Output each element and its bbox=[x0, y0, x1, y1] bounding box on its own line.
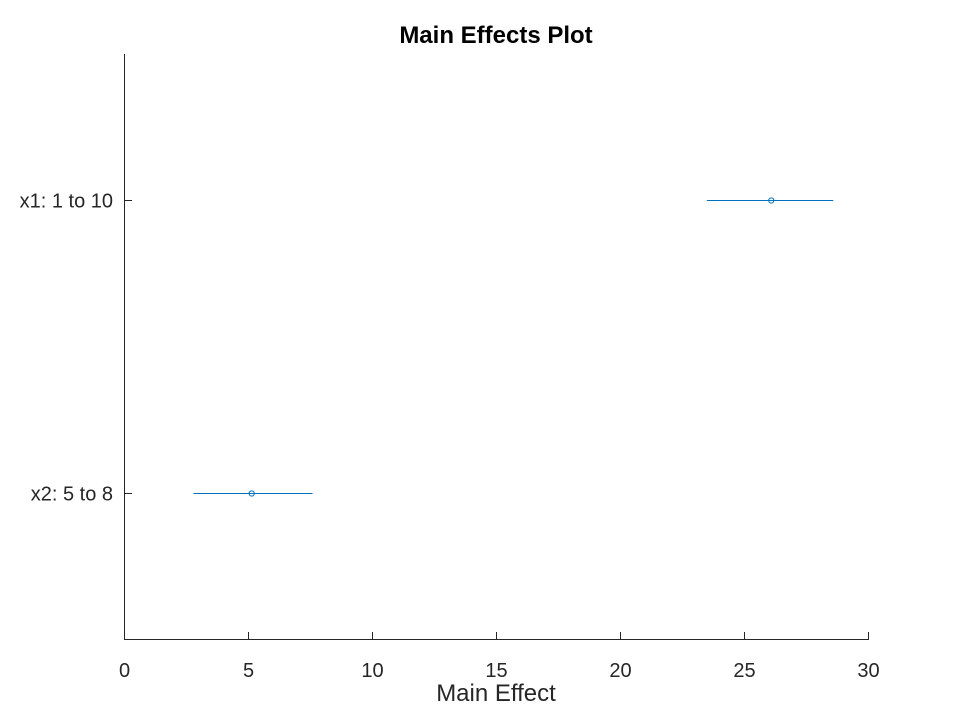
x-tick-label: 20 bbox=[609, 660, 631, 682]
x-axis-label: Main Effect bbox=[436, 680, 556, 707]
y-tick-label: x2: 5 to 8 bbox=[31, 484, 113, 506]
x-tick-label: 25 bbox=[733, 660, 755, 682]
x-axis-ticks: 0 5 10 15 20 25 30 bbox=[119, 632, 880, 682]
x-tick-label: 30 bbox=[857, 660, 879, 682]
chart-title: Main Effects Plot bbox=[399, 22, 592, 49]
x-tick-label: 5 bbox=[243, 660, 254, 682]
x-tick-label: 15 bbox=[485, 660, 507, 682]
x-tick-label: 0 bbox=[119, 660, 130, 682]
effect-point bbox=[768, 197, 775, 204]
effect-point bbox=[248, 490, 255, 497]
y-tick-label: x1: 1 to 10 bbox=[20, 191, 113, 213]
x-tick-label: 10 bbox=[361, 660, 383, 682]
effect-marks bbox=[193, 197, 834, 497]
y-axis-ticks: x1: 1 to 10 x2: 5 to 8 bbox=[20, 191, 132, 506]
